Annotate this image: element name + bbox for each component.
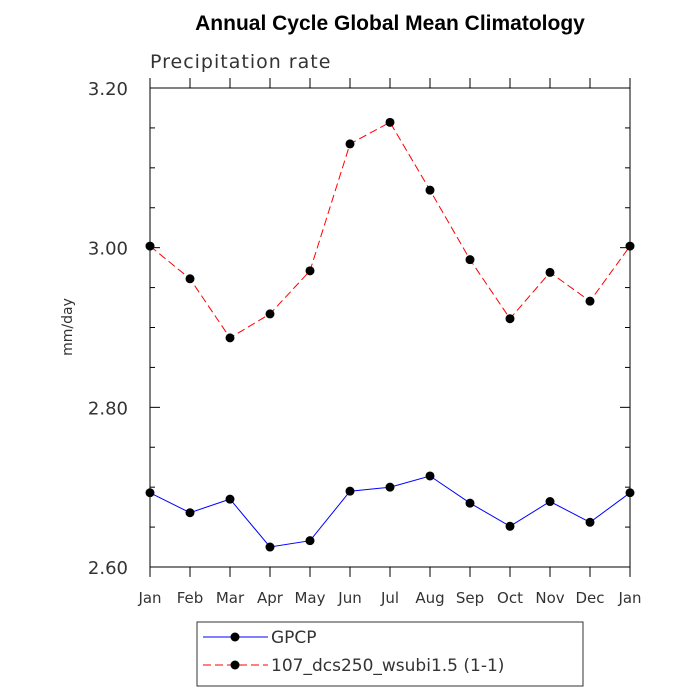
series-2-point <box>305 266 315 276</box>
series-2-point <box>545 267 555 277</box>
y-tick-label: 2.60 <box>88 558 128 579</box>
x-tick-label: Jun <box>337 589 361 607</box>
x-tick-label: Aug <box>415 589 444 607</box>
x-tick-label: Oct <box>497 589 523 607</box>
series-1-point <box>145 488 155 498</box>
x-tick-label: Dec <box>575 589 604 607</box>
legend-marker-1 <box>230 632 240 642</box>
series-layer <box>145 117 635 552</box>
series-2-point <box>225 333 235 343</box>
y-tick-label: 3.00 <box>88 239 128 260</box>
series-1-point <box>505 521 515 531</box>
chart-subtitle: Precipitation rate <box>150 51 331 73</box>
series-1-point <box>545 497 555 507</box>
y-tick-label: 3.20 <box>88 79 128 100</box>
legend-box <box>196 621 584 687</box>
series-1-point <box>385 482 395 492</box>
plot-frame <box>149 87 631 568</box>
series-1-point <box>425 471 435 481</box>
legend-marker-2 <box>230 660 240 670</box>
legend-label-1: GPCP <box>271 628 317 648</box>
legend: GPCP 107_dcs250_wsubi1.5 (1-1) <box>196 621 584 687</box>
x-tick-label: Sep <box>456 589 484 607</box>
y-axis-label: mm/day <box>60 298 76 356</box>
series-2-point <box>385 117 395 127</box>
series-2-point <box>185 274 195 284</box>
legend-label-2: 107_dcs250_wsubi1.5 (1-1) <box>271 656 504 676</box>
x-tick-label: Nov <box>535 589 564 607</box>
series-line-2 <box>149 121 631 339</box>
series-2-point <box>425 185 435 195</box>
series-2-point <box>585 296 595 306</box>
x-tick-label: Apr <box>257 589 284 607</box>
series-1-point <box>225 494 235 504</box>
x-tick-label: Jan <box>137 589 161 607</box>
x-tick-label: May <box>294 589 325 607</box>
series-1-point <box>625 488 635 498</box>
series-2-point <box>465 255 475 265</box>
x-tick-label: Mar <box>216 589 245 607</box>
y-tick-label: 2.80 <box>88 398 128 419</box>
x-tick-label: Jan <box>617 589 641 607</box>
series-1-point <box>185 508 195 518</box>
series-2-point <box>625 241 635 251</box>
series-1-point <box>305 536 315 546</box>
chart-title: Annual Cycle Global Mean Climatology <box>195 12 585 35</box>
x-tick-label: Jul <box>380 589 399 607</box>
axes-ticks: 2.60 2.80 3.00 3.20 Jan Feb Mar Apr May Jun Jul Aug… <box>88 78 642 607</box>
x-tick-label: Feb <box>177 589 204 607</box>
series-1-point <box>345 486 355 496</box>
series-2-point <box>265 309 275 319</box>
series-2-point <box>345 139 355 149</box>
series-1-point <box>465 498 475 508</box>
series-2-point <box>505 314 515 324</box>
series-1-point <box>585 517 595 527</box>
series-2-point <box>145 241 155 251</box>
series-1-point <box>265 542 275 552</box>
